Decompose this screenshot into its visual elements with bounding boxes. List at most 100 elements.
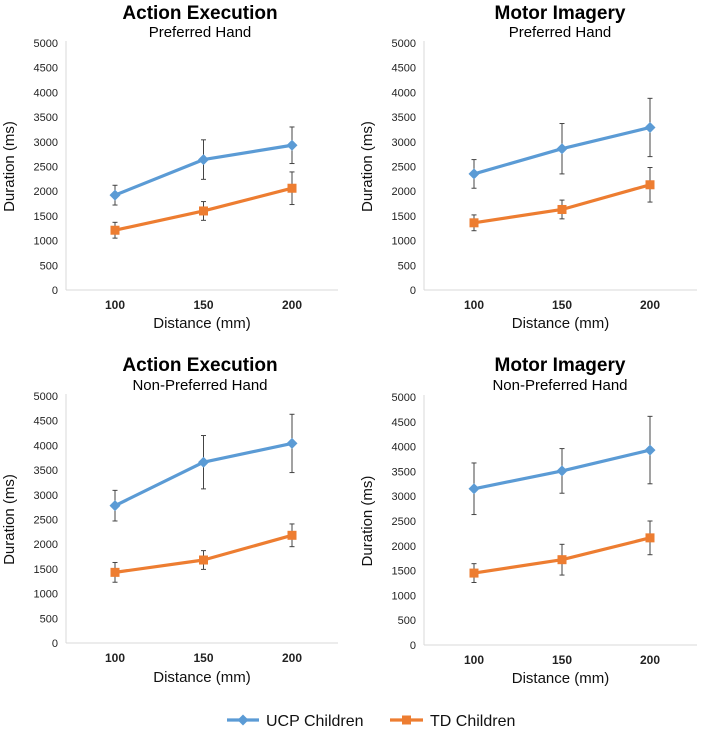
data-point xyxy=(556,465,568,477)
y-tick-label: 0 xyxy=(52,285,58,297)
y-tick-label: 4500 xyxy=(34,416,58,428)
y-tick-label: 2500 xyxy=(392,162,416,174)
x-tick-label: 100 xyxy=(105,298,125,312)
data-point xyxy=(469,218,479,228)
y-tick-label: 2500 xyxy=(34,162,58,174)
series-td xyxy=(110,523,297,583)
y-tick-label: 500 xyxy=(398,260,416,272)
y-tick-label: 5000 xyxy=(392,392,416,404)
x-tick-label: 200 xyxy=(640,653,660,667)
series-ucp xyxy=(109,413,298,522)
chart-title: Motor Imagery xyxy=(495,3,626,24)
y-tick-label: 2000 xyxy=(34,539,58,551)
x-tick-label: 150 xyxy=(552,298,572,312)
y-tick-label: 0 xyxy=(410,285,416,297)
y-tick-label: 4500 xyxy=(392,417,416,429)
y-axis-label: Duration (ms) xyxy=(1,121,18,212)
y-tick-label: 2500 xyxy=(34,515,58,527)
y-tick-label: 3500 xyxy=(392,466,416,478)
series-ucp xyxy=(468,97,656,189)
x-tick-label: 200 xyxy=(282,298,302,312)
y-tick-label: 1000 xyxy=(392,590,416,602)
data-point xyxy=(557,555,567,565)
data-point xyxy=(287,183,297,193)
y-tick-label: 1000 xyxy=(34,236,58,248)
x-axis-label: Distance (mm) xyxy=(512,670,610,687)
data-point xyxy=(644,444,656,456)
series-td xyxy=(110,171,297,239)
y-tick-label: 1500 xyxy=(34,211,58,223)
data-point xyxy=(199,206,208,216)
y-tick-label: 0 xyxy=(52,638,58,650)
series-ucp xyxy=(109,126,298,206)
x-tick-label: 200 xyxy=(640,298,660,312)
x-tick-label: 200 xyxy=(282,651,302,665)
y-tick-label: 1500 xyxy=(392,211,416,223)
legend-marker xyxy=(237,714,249,726)
legend: UCP Children TD Children xyxy=(227,713,515,730)
legend-item-td: TD Children xyxy=(390,713,515,730)
series-td xyxy=(469,166,655,232)
x-tick-label: 100 xyxy=(464,298,484,312)
y-tick-label: 3500 xyxy=(34,465,58,477)
data-point xyxy=(110,567,120,577)
legend-label: UCP Children xyxy=(266,713,364,730)
y-tick-label: 2000 xyxy=(392,541,416,553)
chart-title: Action Execution xyxy=(122,3,277,24)
data-point xyxy=(109,500,121,512)
y-tick-label: 5000 xyxy=(34,38,58,50)
data-point xyxy=(198,154,209,166)
data-point xyxy=(198,456,209,468)
chart-title: Action Execution xyxy=(122,355,277,376)
y-tick-label: 3500 xyxy=(34,112,58,124)
y-tick-label: 0 xyxy=(410,640,416,652)
x-axis-label: Distance (mm) xyxy=(512,315,610,332)
data-point xyxy=(110,225,120,235)
y-tick-label: 5000 xyxy=(392,38,416,50)
x-axis-label: Distance (mm) xyxy=(153,669,251,686)
y-axis-label: Duration (ms) xyxy=(359,476,376,567)
y-tick-label: 3000 xyxy=(392,137,416,149)
data-point xyxy=(556,143,568,155)
chart-subtitle: Preferred Hand xyxy=(149,24,252,41)
chart-subtitle: Non-Preferred Hand xyxy=(132,377,267,394)
y-tick-label: 1000 xyxy=(34,589,58,601)
data-point xyxy=(645,180,655,190)
y-tick-label: 1000 xyxy=(392,236,416,248)
y-tick-label: 2000 xyxy=(34,186,58,198)
y-tick-label: 4000 xyxy=(392,442,416,454)
y-axis-label: Duration (ms) xyxy=(1,474,18,565)
chart-title: Motor Imagery xyxy=(495,355,626,376)
y-tick-label: 3000 xyxy=(34,137,58,149)
y-tick-label: 4000 xyxy=(34,87,58,99)
y-tick-label: 500 xyxy=(398,615,416,627)
x-tick-label: 100 xyxy=(105,651,125,665)
chart-subtitle: Preferred Hand xyxy=(509,24,612,41)
data-point xyxy=(199,555,208,565)
y-tick-label: 5000 xyxy=(34,391,58,403)
y-tick-label: 2000 xyxy=(392,186,416,198)
y-axis-label: Duration (ms) xyxy=(359,121,376,212)
legend-item-ucp: UCP Children xyxy=(227,713,364,730)
legend-label: TD Children xyxy=(430,713,515,730)
y-tick-label: 1500 xyxy=(392,566,416,578)
y-tick-label: 4500 xyxy=(392,63,416,75)
legend-marker xyxy=(402,715,411,725)
series-td xyxy=(469,520,655,584)
data-point xyxy=(469,568,479,578)
data-point xyxy=(645,533,655,543)
x-tick-label: 150 xyxy=(193,651,213,665)
data-point xyxy=(287,530,297,540)
data-point xyxy=(468,483,480,495)
x-tick-label: 150 xyxy=(552,653,572,667)
y-tick-label: 4000 xyxy=(392,87,416,99)
y-tick-label: 3500 xyxy=(392,112,416,124)
data-point xyxy=(644,121,656,133)
y-tick-label: 500 xyxy=(40,260,58,272)
y-tick-label: 3000 xyxy=(34,490,58,502)
